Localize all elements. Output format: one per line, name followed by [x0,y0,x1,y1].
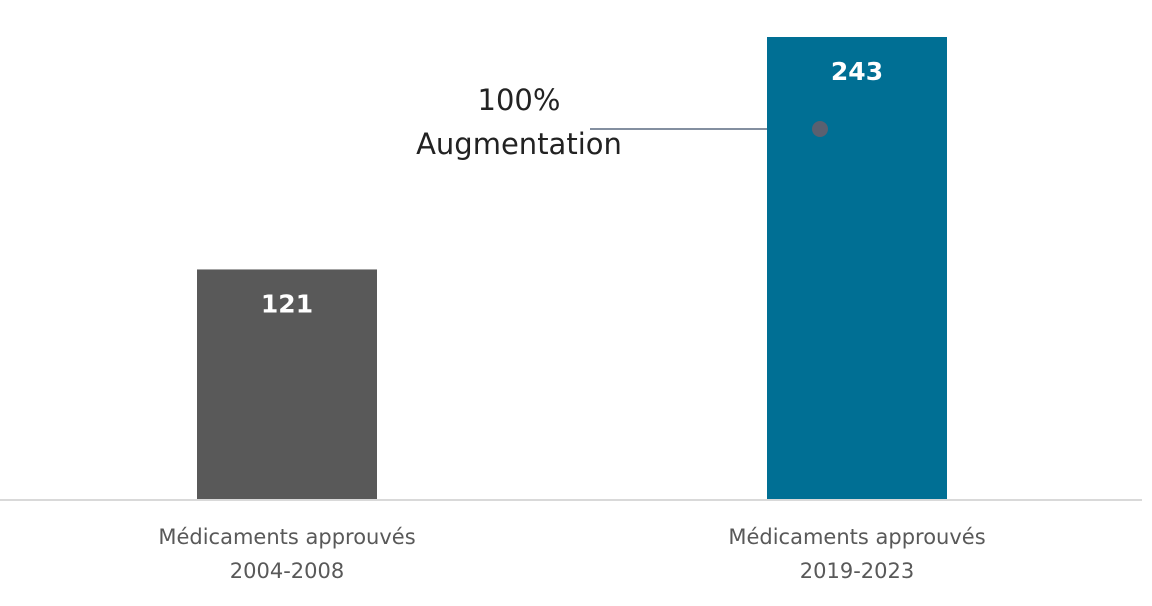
value-label: 243 [831,57,883,86]
annotation-dot [812,121,828,137]
x-tick-label: Médicaments approuvés 2019-2023 [728,525,986,583]
value-label: 121 [261,289,313,318]
bar [767,37,947,500]
annotation: 100% Augmentation [416,83,622,161]
bar [197,269,377,500]
x-tick-label: Médicaments approuvés 2004-2008 [158,525,416,583]
